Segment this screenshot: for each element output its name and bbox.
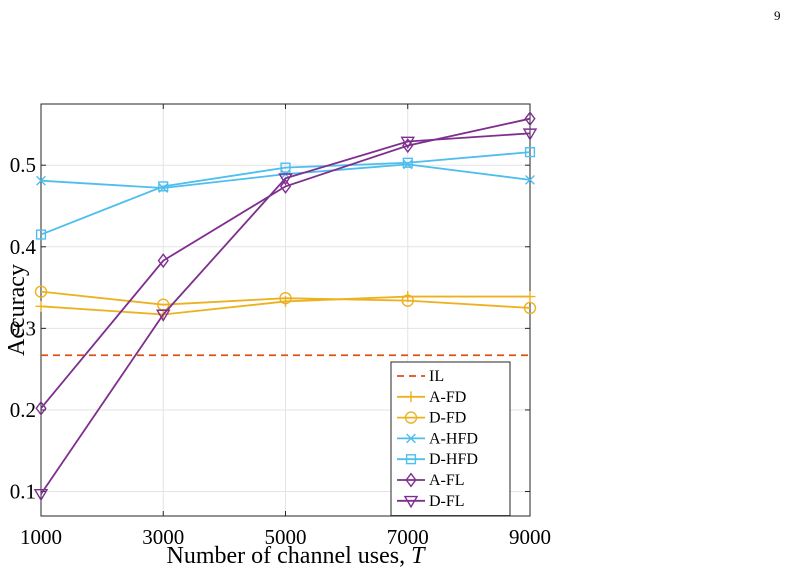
series-line-a-fl [40, 117, 531, 409]
series-d-fl [33, 128, 538, 502]
y-tick-label: 0.4 [10, 235, 37, 259]
legend-marker-d-fl [403, 495, 419, 509]
x-tick-label: 5000 [265, 525, 307, 549]
axis-labels: 1000 3000 5000 7000 9000 0.1 0.2 0.3 0.4 0.5 Numbe… [4, 153, 551, 569]
data-point-a-fl [157, 253, 169, 269]
data-point-d-fl [155, 309, 171, 322]
series-layer [33, 111, 538, 502]
data-point-d-fd [279, 291, 292, 305]
data-point-d-fl [278, 173, 293, 186]
series-line-d-fl [40, 132, 531, 495]
data-point-d-fl [400, 136, 416, 149]
x-tick-label: 3000 [142, 525, 184, 549]
y-tick-label: 0.1 [10, 480, 36, 504]
data-point-d-hfd [280, 162, 291, 173]
data-point-a-fl [279, 178, 292, 194]
legend-label-a-fd: A-FD [429, 389, 466, 406]
y-tick-label: 0.2 [10, 398, 36, 422]
data-point-d-hfd [524, 147, 536, 158]
series-d-fd [34, 285, 537, 315]
data-point-a-hfd [525, 174, 535, 185]
legend-label-a-hfd: A-HFD [429, 430, 478, 447]
data-point-a-fd [524, 291, 536, 303]
data-point-d-hfd [35, 229, 47, 240]
series-a-fl [35, 111, 536, 416]
data-point-d-fd [523, 301, 537, 315]
legend-label-a-fl: A-FL [429, 472, 465, 489]
page-number: 9 [774, 8, 781, 23]
data-point-a-fl [35, 400, 47, 416]
data-point-d-fd [34, 285, 48, 298]
series-d-hfd [35, 147, 536, 240]
data-point-d-fl [33, 489, 49, 502]
data-point-a-fl [524, 111, 536, 127]
data-point-d-hfd [402, 157, 413, 168]
legend-marker-a-hfd [406, 433, 416, 444]
series-line-d-fd [40, 290, 531, 309]
data-point-a-hfd [36, 175, 46, 186]
x-tick-label: 1000 [20, 525, 62, 549]
y-tick-label: 0.3 [10, 316, 36, 340]
legend-label-d-fl: D-FL [429, 493, 465, 510]
legend-label-d-hfd: D-HFD [429, 451, 478, 468]
legend-marker-a-fl [405, 472, 417, 488]
data-point-a-fd [35, 300, 47, 312]
legend-marker-a-fd [405, 391, 417, 403]
y-tick-label: 0.5 [10, 153, 36, 177]
x-tick-label: 7000 [387, 525, 429, 549]
x-tick-label: 9000 [509, 525, 551, 549]
legend-label-d-fd: D-FD [429, 410, 466, 427]
legend: IL A-FD D-FD A-HFD D-HFD A-FL D-FL [390, 361, 511, 517]
x-axis-title-variable: T [411, 543, 426, 569]
legend-marker-d-fd [404, 411, 418, 424]
data-point-d-fl [522, 128, 538, 141]
legend-marker-d-hfd [405, 454, 417, 465]
series-line-d-hfd [40, 151, 531, 236]
data-point-d-fd [401, 294, 414, 307]
legend-label-il: IL [429, 368, 444, 385]
x-axis-title: Number of channel uses, T [167, 543, 427, 569]
data-point-d-hfd [158, 181, 169, 192]
y-axis-title: Accuracy [4, 264, 30, 356]
